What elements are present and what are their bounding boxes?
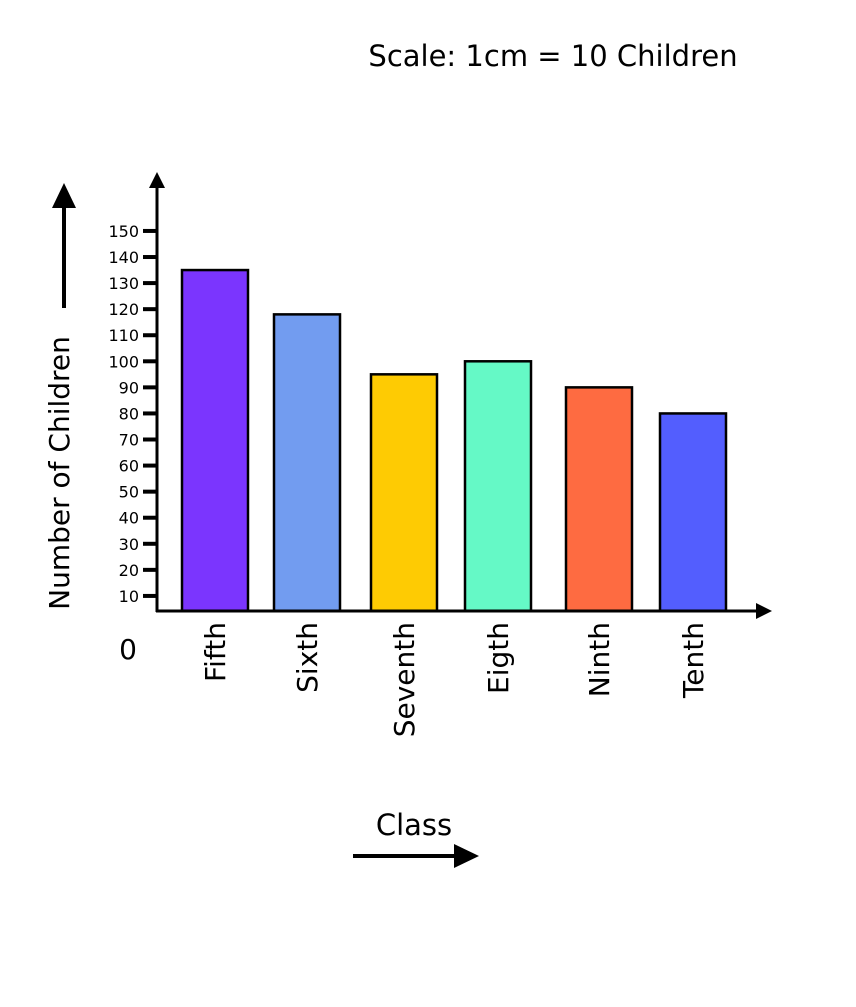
y-tick-label: 50 [119,483,139,502]
x-tick-label: Eigth [482,622,515,694]
y-tick-label: 60 [119,457,139,476]
chart-title: Scale: 1cm = 10 Children [368,39,737,73]
bar-sixth [272,313,342,613]
x-axis-label: Class [376,808,452,842]
bar-eigth [463,360,533,613]
y-axis-label: Number of Children [43,336,76,610]
y-tick-label: 10 [119,587,139,606]
y-tick-label: 100 [108,352,139,371]
y-tick-label: 150 [108,222,139,241]
x-tick-label: Seventh [388,622,421,737]
bar-ninth [564,386,634,613]
x-tick-label: Tenth [677,622,710,699]
x-axis-label-arrowhead [454,844,479,868]
y-tick-label: 70 [119,431,139,450]
x-tick-label: Fifth [199,622,232,682]
x-tick-label: Ninth [583,622,616,697]
bar-seventh [369,373,439,613]
y-tick-label: 120 [108,300,139,319]
y-tick-label: 90 [119,378,139,397]
y-tick-label: 130 [108,274,139,293]
y-tick-label: 110 [108,326,139,345]
y-axis-label-arrowhead [52,183,76,208]
y-tick-label: 40 [119,509,139,528]
y-axis-arrowhead [149,172,165,188]
y-tick-label: 140 [108,248,139,267]
x-axis-arrowhead [756,603,772,619]
bar-fifth [180,268,250,613]
y-tick-label: 30 [119,535,139,554]
y-tick-label: 20 [119,561,139,580]
origin-label: 0 [119,633,137,666]
y-tick-label: 80 [119,404,139,423]
x-tick-label: Sixth [291,622,324,693]
bar-tenth [658,412,728,613]
